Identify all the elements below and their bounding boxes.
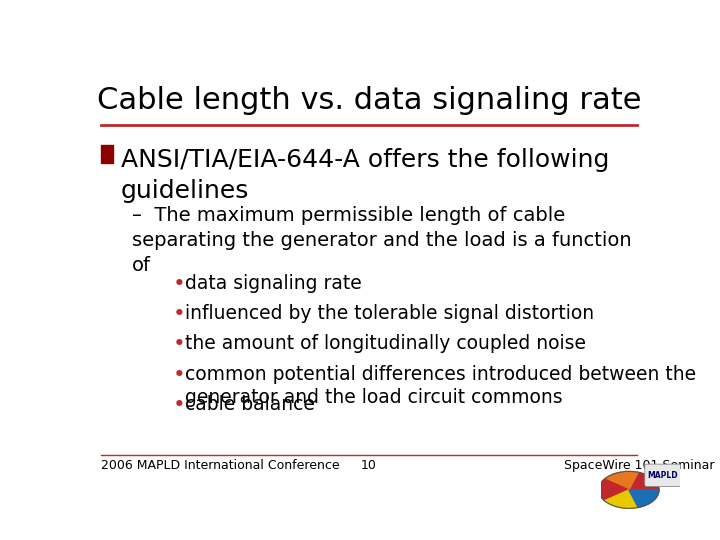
Wedge shape <box>599 479 629 501</box>
Text: MAPLD: MAPLD <box>648 470 678 480</box>
Text: •: • <box>173 274 185 294</box>
Text: data signaling rate: data signaling rate <box>185 274 361 293</box>
Text: cable balance: cable balance <box>185 395 315 414</box>
Wedge shape <box>629 490 659 508</box>
Text: SpaceWire 101 Seminar: SpaceWire 101 Seminar <box>564 459 715 472</box>
FancyBboxPatch shape <box>645 464 681 487</box>
Text: the amount of longitudinally coupled noise: the amount of longitudinally coupled noi… <box>185 334 586 353</box>
Text: 2006 MAPLD International Conference: 2006 MAPLD International Conference <box>101 459 340 472</box>
Text: •: • <box>173 304 185 324</box>
Text: influenced by the tolerable signal distortion: influenced by the tolerable signal disto… <box>185 304 594 323</box>
Wedge shape <box>605 471 638 490</box>
Text: Cable length vs. data signaling rate: Cable length vs. data signaling rate <box>96 85 642 114</box>
Text: common potential differences introduced between the
generator and the load circu: common potential differences introduced … <box>185 364 696 407</box>
Text: •: • <box>173 364 185 384</box>
Bar <box>101 145 114 163</box>
Text: 10: 10 <box>361 459 377 472</box>
Wedge shape <box>605 490 638 508</box>
Text: •: • <box>173 395 185 415</box>
Text: •: • <box>173 334 185 354</box>
Text: ANSI/TIA/EIA-644-A offers the following
guidelines: ANSI/TIA/EIA-644-A offers the following … <box>121 148 609 202</box>
Wedge shape <box>629 472 659 490</box>
Text: –  The maximum permissible length of cable
separating the generator and the load: – The maximum permissible length of cabl… <box>132 206 631 274</box>
